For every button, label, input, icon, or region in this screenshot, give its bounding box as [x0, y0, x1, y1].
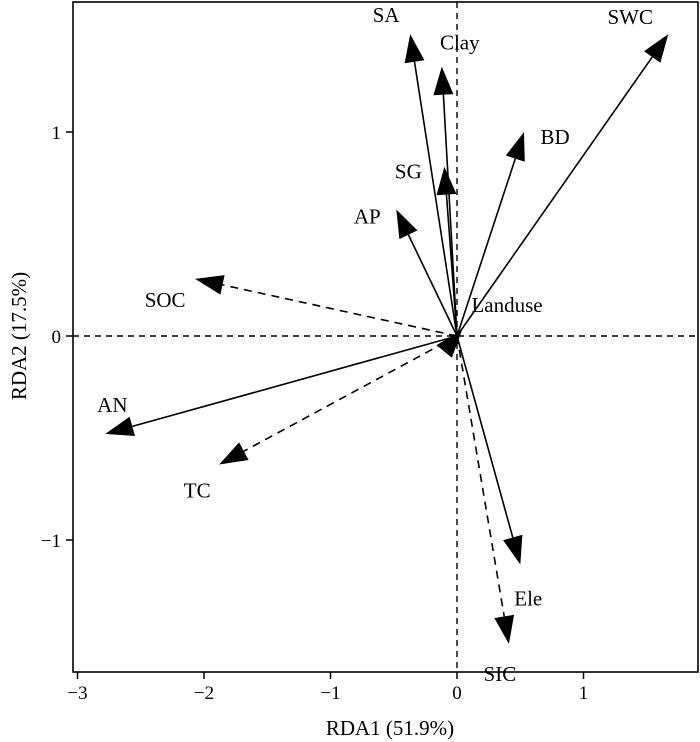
- x-tick-label: −2: [194, 683, 214, 704]
- vector-label-bd: BD: [540, 125, 569, 149]
- vector-shaft-bd: [456, 158, 517, 337]
- vector-arrowhead-ap: [396, 209, 418, 240]
- vector-label-tc: TC: [184, 479, 211, 503]
- vector-label-soc: SOC: [145, 288, 186, 312]
- vector-arrowhead-an: [105, 416, 135, 436]
- vector-soc: [195, 275, 458, 337]
- vector-sa: [404, 34, 458, 337]
- vector-label-sg: SG: [395, 160, 422, 184]
- vector-arrowhead-clay: [433, 66, 454, 96]
- vector-arrowhead-sic: [494, 614, 515, 644]
- vector-an: [105, 335, 458, 436]
- vector-arrowhead-ele: [503, 534, 523, 565]
- vector-sg: [436, 166, 458, 337]
- vector-label-clay: Clay: [440, 31, 480, 55]
- vector-shaft-sic: [456, 335, 506, 617]
- y-tick-label: 0: [52, 327, 62, 348]
- x-tick-label: 1: [579, 683, 589, 704]
- vector-arrowhead-swc: [644, 34, 669, 63]
- vector-ele: [456, 335, 523, 565]
- vector-label-ele: Ele: [514, 586, 542, 610]
- vector-label-sic: SIC: [484, 662, 517, 686]
- vector-shaft-sg: [445, 194, 458, 337]
- vector-arrowhead-sg: [436, 166, 457, 196]
- x-tick-label: −1: [320, 683, 340, 704]
- vector-shaft-ap: [407, 234, 458, 337]
- vector-shaft-an: [132, 335, 458, 428]
- vector-shaft-swc: [456, 56, 653, 337]
- vector-shaft-tc: [243, 335, 458, 452]
- vector-shaft-ele: [456, 335, 514, 538]
- vector-sic: [456, 335, 515, 644]
- vector-arrowhead-tc: [219, 442, 249, 465]
- x-tick-label: 0: [452, 683, 462, 704]
- vector-label-ap: AP: [354, 205, 381, 229]
- y-tick-label: 1: [52, 123, 62, 144]
- vector-arrowhead-soc: [195, 275, 225, 295]
- vector-label-landuse: Landuse: [471, 293, 542, 317]
- x-tick-label: −3: [67, 683, 87, 704]
- vector-shaft-soc: [222, 284, 458, 337]
- vector-tc: [219, 335, 458, 465]
- vector-arrowhead-sa: [404, 34, 425, 64]
- y-axis-title: RDA2 (17.5%): [7, 272, 31, 400]
- vector-label-sa: SA: [373, 3, 401, 27]
- vector-ap: [396, 209, 458, 337]
- vector-arrowhead-bd: [505, 132, 525, 162]
- vector-bd: [456, 132, 525, 337]
- x-axis-title: RDA1 (51.9%): [326, 716, 454, 740]
- y-tick-label: −1: [41, 531, 61, 552]
- vector-label-an: AN: [97, 393, 127, 417]
- vector-label-swc: SWC: [607, 5, 653, 29]
- vector-shaft-sa: [413, 61, 458, 337]
- plot-frame: [72, 1, 699, 673]
- vector-swc: [456, 34, 669, 337]
